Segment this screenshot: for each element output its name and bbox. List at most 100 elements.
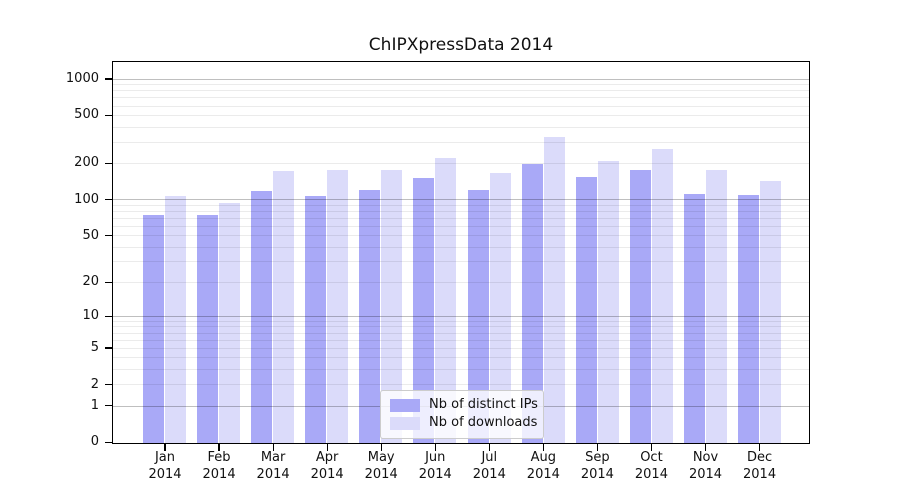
y-tick-mark [105,441,112,443]
y-tick-label: 10 [82,308,99,324]
bar-downloads-jun [435,157,457,443]
y-tick-label: 5 [90,340,99,356]
x-tick-month: Dec [746,450,773,465]
x-tick-mark [434,444,436,451]
x-tick-month: Jul [481,450,498,465]
x-tick-year: 2014 [202,467,236,482]
x-tick-mark [488,444,490,451]
x-tick-month: May [367,450,395,465]
bar-distinct-ips-oct [629,169,651,443]
x-tick-month: Oct [640,450,663,465]
bar-downloads-feb [219,203,241,443]
gridline-minor [113,115,809,117]
y-tick-mark [105,281,112,283]
y-tick-mark [105,383,112,386]
gridline-minor [113,126,809,128]
bar-downloads-jul [489,173,511,443]
x-tick-mark [650,444,653,451]
bar-downloads-apr [327,169,349,443]
bar-distinct-ips-jun [413,178,435,443]
x-tick-mark [272,444,274,451]
bar-distinct-ips-sep [575,176,597,443]
y-tick-label: 0 [90,434,99,450]
x-tick-label: Feb 2014 [188,449,250,483]
x-tick-label: Jun 2014 [404,449,466,483]
x-tick-year: 2014 [580,467,614,482]
x-tick-mark [542,444,544,451]
legend-label-distinct-ips: Nb of distinct IPs [429,397,538,412]
x-tick-label: Dec 2014 [729,449,791,483]
x-tick-mark [758,444,761,451]
y-tick-mark [105,405,112,407]
legend-item-distinct-ips: Nb of distinct IPs [390,396,538,414]
x-tick-label: Aug 2014 [512,449,574,483]
x-tick-month: Sep [585,450,610,465]
gridline-minor [113,90,809,92]
bar-distinct-ips-jan [143,215,165,443]
x-tick-month: Feb [207,450,231,465]
bar-distinct-ips-mar [251,190,273,443]
plot-area [112,61,810,444]
legend-swatch-distinct-ips [390,398,420,412]
y-tick-label: 20 [82,274,99,290]
bar-downloads-jan [165,196,187,443]
gridline-minor [113,97,809,99]
x-tick-month: Aug [530,450,557,465]
y-tick-mark [105,347,112,349]
x-tick-mark [596,444,598,451]
x-tick-label: Mar 2014 [242,449,304,483]
x-tick-month: Jan [154,450,176,465]
x-tick-label: Sep 2014 [566,449,628,483]
x-tick-year: 2014 [472,467,506,482]
x-tick-label: Jul 2014 [458,449,520,483]
y-tick-label: 2 [90,376,99,392]
x-tick-label: Jan 2014 [134,449,196,483]
bar-distinct-ips-jul [467,189,489,443]
x-tick-year: 2014 [256,467,290,482]
chart-title: ChIPXpressData 2014 [368,35,554,55]
y-tick-label: 200 [74,155,99,171]
bar-distinct-ips-nov [683,194,705,443]
y-tick-mark [105,199,112,201]
x-tick-year: 2014 [634,467,668,482]
x-tick-mark [218,444,220,451]
x-tick-label: Oct 2014 [620,449,682,483]
bar-distinct-ips-aug [521,164,543,443]
bar-distinct-ips-feb [197,215,219,443]
gridline-minor [113,163,809,165]
x-tick-label: Nov 2014 [675,449,737,483]
x-tick-month: Mar [260,450,286,465]
x-tick-month: Apr [315,450,339,465]
y-tick-label: 500 [74,107,99,123]
gridline-major [113,78,809,80]
x-tick-mark [704,444,707,451]
bar-downloads-aug [543,137,565,443]
x-tick-year: 2014 [310,467,344,482]
bar-downloads-oct [651,149,673,443]
x-tick-year: 2014 [418,467,452,482]
y-tick-label: 1 [90,397,99,413]
x-tick-month: Jun [425,450,446,465]
legend: Nb of distinct IPs Nb of downloads [380,390,544,439]
y-tick-mark [105,234,112,237]
bar-downloads-sep [597,161,619,443]
x-tick-label: May 2014 [350,449,412,483]
bar-distinct-ips-may [359,189,381,443]
gridline-minor [113,105,809,107]
bar-downloads-nov [705,170,727,443]
y-tick-label: 100 [74,191,99,207]
x-tick-mark [164,444,166,451]
y-tick-mark [105,78,112,80]
gridline-minor [113,141,809,143]
y-tick-label: 50 [82,227,99,243]
bar-downloads-dec [759,180,781,443]
bar-distinct-ips-apr [305,196,327,443]
legend-item-downloads: Nb of downloads [390,414,538,432]
x-tick-year: 2014 [148,467,182,482]
x-tick-year: 2014 [743,467,777,482]
legend-label-downloads: Nb of downloads [429,415,538,430]
y-tick-label: 1000 [65,71,99,87]
bar-downloads-mar [273,171,295,443]
bar-distinct-ips-dec [737,194,759,443]
